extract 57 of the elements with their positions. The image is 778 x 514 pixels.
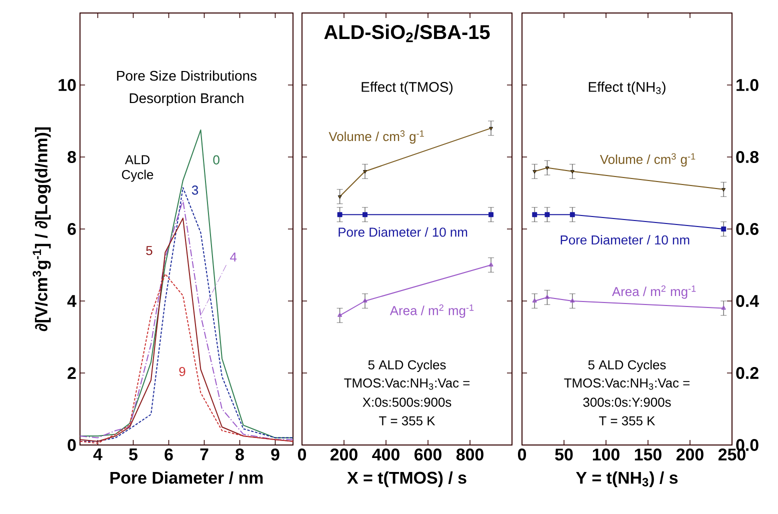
series-label: 5 — [146, 246, 152, 256]
x-tick-label: 600 — [414, 448, 442, 461]
series-label: 3 — [192, 186, 198, 195]
x-tick-label: 150 — [634, 448, 662, 461]
text: Effect t(TMOS) — [362, 82, 453, 95]
text: 4 — [230, 252, 237, 262]
y-tick-label: 2 — [68, 367, 76, 379]
series-label: Area / m$^{2}$ mg$^{-1}$ — [612, 285, 696, 299]
series-label: 0 — [213, 155, 220, 164]
x-axis-title: Pore Diameter / nm — [110, 471, 263, 484]
y-tick-label: 8 — [68, 151, 76, 163]
annotation: Desorption Branch — [130, 92, 244, 106]
annotation: 5 ALD Cycles — [588, 360, 666, 372]
annotation: TMOS:Vac:NH$_{3}$:Vac = — [564, 378, 690, 390]
y-tick-label: 10 — [58, 79, 76, 91]
x-axis-title: X = t(TMOS) / s — [347, 471, 466, 488]
y-tick-label: 1.0 — [736, 78, 758, 91]
annotation: TMOS:Vac:NH$_{3}$:Vac = — [344, 378, 470, 390]
series-label: Volume / cm$^{3}$ g$^{-1}$ — [328, 130, 424, 144]
y-tick-label: 0.4 — [736, 295, 759, 307]
x-tick-label: 0 — [298, 448, 306, 461]
annotation: 5 ALD Cycles — [368, 360, 446, 372]
annotation: Pore Size Distributions — [117, 70, 257, 81]
annotation: X:0s:500s:900s — [362, 398, 452, 407]
x-tick-label: 400 — [372, 448, 400, 461]
x-tick-label: 7 — [200, 448, 208, 460]
x-tick-label: 4 — [93, 448, 102, 460]
annotation: T = 355 K — [379, 416, 436, 426]
series-label: Pore Diameter / 10 nm — [338, 227, 468, 237]
y-tick-label: 0.8 — [736, 151, 759, 163]
legend-title: ALD Cycle — [122, 155, 154, 182]
annotation: T = 355 K — [599, 416, 656, 426]
y-tick-label: 0 — [68, 439, 76, 451]
series-label: Pore Diameter / 10 nm — [560, 235, 690, 245]
y-tick-label: 0.2 — [736, 367, 758, 379]
text: Effect t(NH$_{3}$) — [588, 82, 666, 95]
x-tick-label: 50 — [555, 448, 573, 461]
x-tick-label: 100 — [592, 448, 620, 461]
x-tick-label: 250 — [718, 448, 746, 461]
x-tick-label: 800 — [456, 448, 484, 461]
x-axis-title: Y = t(NH$_{3}$) / s — [576, 471, 678, 488]
series-label: 9 — [179, 366, 186, 376]
x-tick-label: 6 — [164, 448, 173, 461]
y-tick-label: 6 — [68, 223, 76, 235]
x-tick-label: 8 — [236, 448, 244, 461]
y-tick-label: 0.6 — [736, 223, 758, 235]
series-label: Area / m$^{2}$ mg$^{-1}$ — [390, 304, 474, 318]
x-tick-label: 200 — [330, 448, 358, 461]
x-tick-label: 9 — [271, 448, 280, 461]
text: ALD-SiO$_{2}$/SBA-15 — [324, 24, 490, 42]
annotation: 300s:0s:Y:900s — [583, 398, 671, 407]
y-axis-title: ∂[V/cm$^{3}$g$^{-1}$] / ∂[Log(d/nm)] — [32, 127, 51, 332]
y-tick-label: 4 — [67, 295, 76, 307]
x-tick-label: 0 — [518, 448, 526, 461]
series-label: Volume / cm$^{3}$ g$^{-1}$ — [600, 153, 696, 167]
x-tick-label: 5 — [129, 448, 138, 460]
x-tick-label: 200 — [676, 448, 704, 461]
